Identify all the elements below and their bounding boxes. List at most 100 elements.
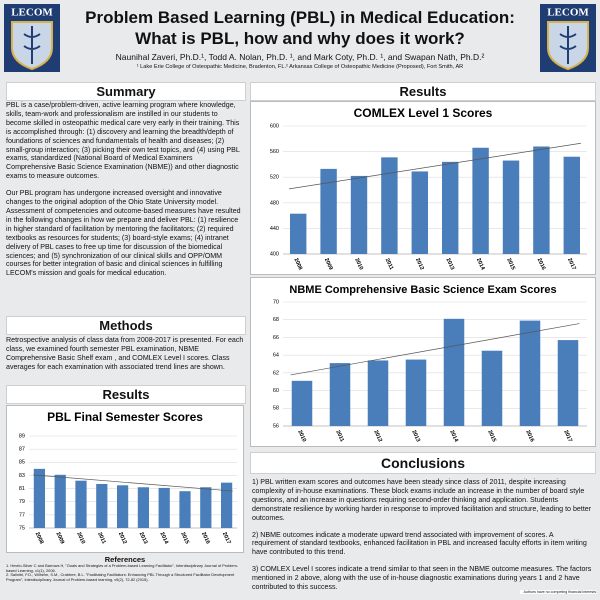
x-tick-label: 2010 (296, 429, 307, 443)
y-tick-label: 56 (273, 423, 279, 429)
bar (291, 380, 313, 426)
bar (502, 160, 520, 254)
y-tick-label: 75 (19, 525, 25, 531)
y-tick-label: 64 (273, 353, 279, 359)
reference: 1. Hmelo-Silver C and Barrows H, "Goals … (6, 563, 238, 573)
bar (320, 168, 337, 254)
title: What is PBL, how and why does it work? (135, 29, 465, 48)
bar (443, 318, 465, 426)
x-tick-label: 2016 (536, 257, 547, 271)
x-tick-label: 2008 (34, 531, 45, 545)
x-tick-label: 2012 (117, 531, 128, 545)
x-tick-label: 2011 (334, 430, 344, 443)
y-tick-label: 480 (270, 200, 279, 206)
references: 1. Hmelo-Silver C and Barrows H, "Goals … (6, 563, 244, 582)
y-tick-label: 58 (273, 406, 279, 412)
x-tick-label: 2016 (200, 531, 211, 545)
chart: COMLEX Level 1 Scores 400 440 480 520 560 600 2… (250, 101, 596, 275)
bar (200, 487, 212, 528)
section-heading: Conclusions (250, 452, 596, 474)
x-tick-label: 2011 (384, 258, 394, 271)
section-heading: Summary (6, 82, 246, 101)
reference: 2. Salinitri, F.D., Wilhelm, S.M., Crabt… (6, 572, 235, 582)
paragraph: Our PBL program has undergone increased … (6, 189, 241, 278)
y-tick-label: 560 (270, 149, 279, 155)
x-tick-label: 2010 (353, 257, 364, 271)
y-tick-label: 77 (19, 512, 25, 518)
bar (405, 359, 427, 426)
x-tick-label: 2010 (75, 531, 86, 545)
x-tick-label: 2014 (448, 429, 459, 443)
bar (533, 146, 550, 254)
x-tick-label: 2012 (372, 429, 383, 443)
x-tick-label: 2013 (444, 257, 455, 271)
bar (367, 360, 389, 426)
x-tick-label: 2015 (486, 429, 497, 443)
y-tick-label: 79 (19, 499, 25, 505)
conclusion: 1) PBL written exam scores and outcomes … (252, 478, 592, 522)
x-tick-label: 2009 (54, 531, 65, 545)
y-tick-label: 68 (273, 317, 279, 323)
y-tick-label: 520 (270, 175, 279, 181)
chart-title: PBL Final Semester Scores (47, 410, 203, 424)
bar (481, 350, 503, 426)
x-tick-label: 2014 (475, 257, 486, 271)
bar (441, 161, 459, 254)
references-heading: References (104, 555, 146, 564)
y-tick-label: 400 (270, 251, 279, 257)
methods-text: Retrospective analysis of class data fro… (6, 336, 244, 371)
chart-title: COMLEX Level 1 Scores (354, 106, 493, 120)
y-tick-label: 600 (270, 123, 279, 129)
footer: Authors have no competing financial inte… (520, 590, 596, 594)
chart-title: NBME Comprehensive Basic Science Exam Sc… (289, 284, 556, 296)
chart: PBL Final Semester Scores 75 77 79 81 83 85 87 8… (6, 405, 244, 553)
logo: LECOM (540, 4, 596, 72)
bar (158, 487, 170, 528)
y-tick-label: 87 (19, 447, 25, 453)
chart: NBME Comprehensive Basic Science Exam Sc… (250, 277, 596, 447)
x-tick-label: 2016 (524, 429, 535, 443)
y-tick-label: 81 (19, 486, 25, 492)
bar (96, 483, 108, 528)
bar (116, 485, 129, 528)
y-tick-label: 83 (19, 473, 25, 479)
paragraph: PBL is a case/problem-driven, active lea… (6, 101, 240, 181)
bar (220, 482, 233, 528)
x-tick-label: 2015 (505, 257, 516, 271)
y-tick-label: 89 (19, 433, 25, 439)
bar (472, 147, 489, 254)
authors: Naunihal Zaveri, Ph.D.¹, Todd A. Nolan, … (115, 52, 485, 62)
y-tick-label: 85 (19, 460, 25, 466)
title: Problem Based Learning (PBL) in Medical … (85, 8, 515, 27)
x-tick-label: 2017 (566, 257, 577, 271)
bar (54, 474, 66, 528)
x-tick-label: 2017 (221, 531, 232, 545)
section-heading: Results (250, 82, 596, 101)
bar (179, 491, 191, 528)
logo-text: LECOM (11, 7, 53, 19)
trend-line (289, 142, 581, 190)
logo-emblem (559, 26, 577, 64)
bar (350, 175, 368, 254)
x-tick-label: 2011 (96, 532, 106, 545)
bar (33, 468, 46, 528)
x-tick-label: 2009 (323, 257, 334, 271)
bar (411, 171, 429, 254)
bar (381, 157, 398, 254)
bar (519, 320, 541, 426)
bar (563, 156, 581, 254)
affiliations: ¹ Lake Erie College of Osteopathic Medic… (136, 64, 464, 70)
y-tick-label: 66 (273, 335, 279, 341)
bar (289, 213, 307, 254)
trend-line (290, 323, 580, 376)
conclusion: 3) COMLEX Level I scores indicate a tren… (252, 565, 592, 592)
bar (75, 480, 87, 528)
x-tick-label: 2013 (410, 429, 421, 443)
x-tick-label: 2008 (292, 257, 303, 271)
conclusion: 2) NBME outcomes indicate a moderate upw… (252, 530, 587, 557)
x-tick-label: 2013 (138, 531, 149, 545)
y-tick-label: 60 (273, 388, 279, 394)
y-tick-label: 70 (273, 299, 279, 305)
x-tick-label: 2015 (179, 531, 190, 545)
